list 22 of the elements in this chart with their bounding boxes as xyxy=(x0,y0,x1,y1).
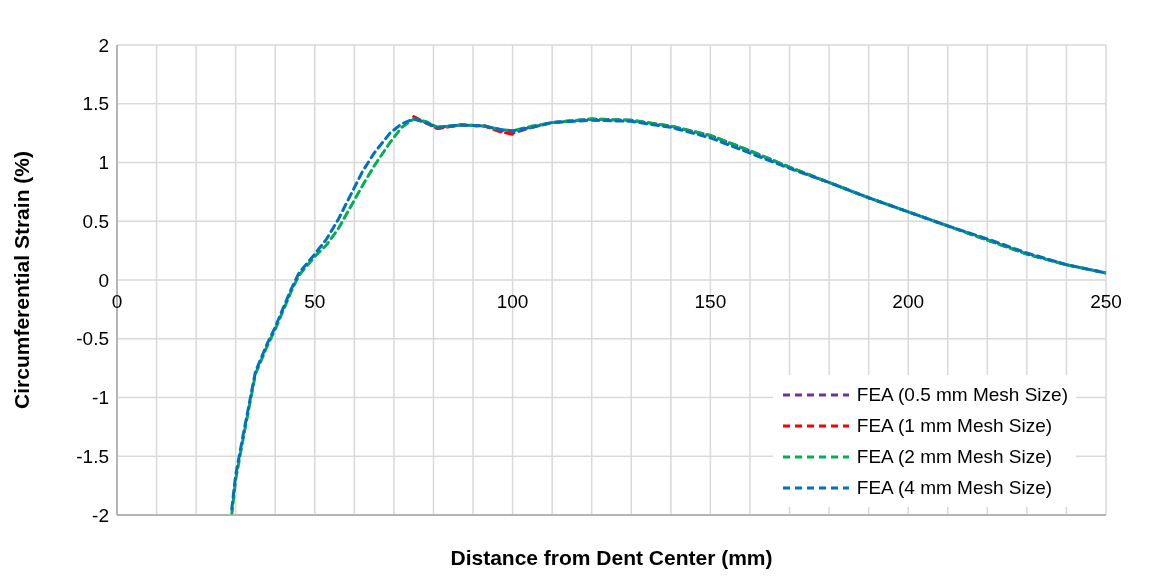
y-tick-label: -1.5 xyxy=(76,445,109,467)
x-tick-label: 250 xyxy=(1090,291,1122,312)
x-tick-label: 150 xyxy=(694,291,727,312)
y-tick-label: 0 xyxy=(98,269,109,291)
line-series xyxy=(412,115,515,136)
legend-label: FEA (1 mm Mesh Size) xyxy=(856,414,1053,437)
y-tick-label: -2 xyxy=(92,504,109,526)
y-tick-label: 1 xyxy=(98,152,109,174)
y-axis-title: Circumferential Strain (%) xyxy=(10,151,34,409)
x-tick-label: 50 xyxy=(304,291,326,312)
legend-label: FEA (2 mm Mesh Size) xyxy=(856,445,1053,468)
y-tick-label: -1 xyxy=(92,387,109,409)
legend-label: FEA (4 mm Mesh Size) xyxy=(856,476,1053,499)
x-tick-label: 200 xyxy=(892,291,925,312)
legend-label: FEA (0.5 mm Mesh Size) xyxy=(856,383,1068,406)
x-tick-label: 100 xyxy=(496,291,529,312)
y-tick-label: 0.5 xyxy=(82,210,109,232)
y-tick-label: -0.5 xyxy=(76,328,109,350)
x-axis-title: Distance from Dent Center (mm) xyxy=(450,546,773,569)
y-tick-label: 1.5 xyxy=(82,93,109,115)
y-tick-label: 2 xyxy=(98,34,109,56)
x-tick-label: 0 xyxy=(111,291,123,312)
